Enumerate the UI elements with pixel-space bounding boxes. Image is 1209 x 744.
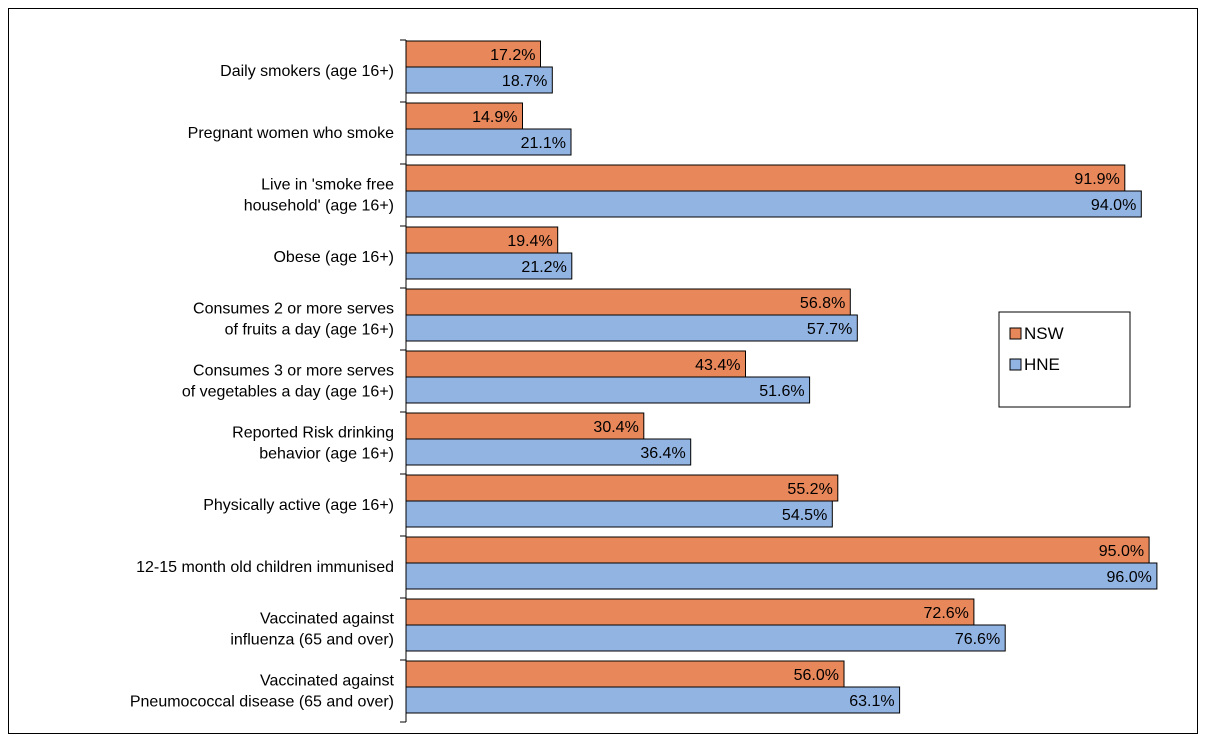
data-label-nsw-5: 43.4% bbox=[695, 357, 740, 374]
bar-hne-1 bbox=[405, 128, 572, 156]
data-label-nsw-10: 56.0% bbox=[794, 667, 839, 684]
category-label-5-line-0: Consumes 3 or more serves bbox=[193, 363, 394, 380]
data-label-nsw-2: 91.9% bbox=[1074, 171, 1119, 188]
category-label-2-line-1: household' (age 16+) bbox=[244, 198, 394, 215]
bar-hne-2 bbox=[405, 190, 1142, 218]
category-label-2-line-0: Live in 'smoke free bbox=[261, 177, 394, 194]
bar-nsw-0 bbox=[405, 40, 541, 68]
data-label-hne-4: 57.7% bbox=[807, 321, 852, 338]
bar-hne-4 bbox=[405, 314, 858, 342]
data-label-nsw-8: 95.0% bbox=[1099, 543, 1144, 560]
bar-hne-6 bbox=[405, 438, 692, 466]
category-label-4-line-1: of fruits a day (age 16+) bbox=[225, 322, 394, 339]
category-label-9-line-1: influenza (65 and over) bbox=[230, 632, 394, 649]
data-label-nsw-1: 14.9% bbox=[472, 109, 517, 126]
category-label-7: Physically active (age 16+) bbox=[203, 497, 394, 514]
data-label-hne-1: 21.1% bbox=[521, 135, 566, 152]
data-label-nsw-6: 30.4% bbox=[593, 419, 638, 436]
data-label-nsw-3: 19.4% bbox=[507, 233, 552, 250]
legend-swatch-hne bbox=[1009, 358, 1022, 371]
bar-hne-7 bbox=[405, 500, 833, 528]
category-label-0: Daily smokers (age 16+) bbox=[220, 63, 394, 80]
category-label-3: Obese (age 16+) bbox=[273, 249, 394, 266]
bar-hne-3 bbox=[405, 252, 573, 280]
bar-hne-8 bbox=[405, 562, 1158, 590]
data-label-hne-2: 94.0% bbox=[1091, 197, 1136, 214]
legend-label-nsw: NSW bbox=[1024, 324, 1064, 343]
data-label-hne-6: 36.4% bbox=[640, 445, 685, 462]
category-label-8: 12-15 month old children immunised bbox=[136, 559, 394, 576]
category-label-9-line-0: Vaccinated against bbox=[260, 611, 395, 628]
legend-label-hne: HNE bbox=[1024, 355, 1060, 374]
data-label-hne-8: 96.0% bbox=[1107, 569, 1152, 586]
data-label-hne-9: 76.6% bbox=[955, 631, 1000, 648]
data-label-nsw-4: 56.8% bbox=[800, 295, 845, 312]
category-label-6-line-1: behavior (age 16+) bbox=[259, 446, 394, 463]
bar-nsw-9 bbox=[405, 598, 975, 626]
bar-hne-5 bbox=[405, 376, 811, 404]
category-label-1: Pregnant women who smoke bbox=[188, 125, 394, 142]
bar-nsw-7 bbox=[405, 474, 839, 502]
data-label-hne-3: 21.2% bbox=[521, 259, 566, 276]
data-label-hne-0: 18.7% bbox=[502, 73, 547, 90]
bar-nsw-1 bbox=[405, 102, 523, 130]
category-label-5-line-1: of vegetables a day (age 16+) bbox=[182, 384, 394, 401]
data-label-nsw-0: 17.2% bbox=[490, 47, 535, 64]
legend-swatch-nsw bbox=[1009, 327, 1022, 340]
category-label-6-line-0: Reported Risk drinking bbox=[232, 425, 394, 442]
bar-hne-9 bbox=[405, 624, 1006, 652]
category-label-10-line-0: Vaccinated against bbox=[260, 673, 395, 690]
bar-hne-0 bbox=[405, 66, 553, 94]
bar-nsw-4 bbox=[405, 288, 851, 316]
bar-nsw-10 bbox=[405, 660, 845, 688]
bar-nsw-8 bbox=[405, 536, 1150, 564]
bar-nsw-2 bbox=[405, 164, 1126, 192]
data-label-nsw-7: 55.2% bbox=[787, 481, 832, 498]
data-label-hne-7: 54.5% bbox=[782, 507, 827, 524]
data-label-nsw-9: 72.6% bbox=[924, 605, 969, 622]
category-label-4-line-0: Consumes 2 or more serves bbox=[193, 301, 394, 318]
data-label-hne-5: 51.6% bbox=[759, 383, 804, 400]
data-label-hne-10: 63.1% bbox=[849, 693, 894, 710]
bar-hne-10 bbox=[405, 686, 901, 714]
category-label-10-line-1: Pneumococcal disease (65 and over) bbox=[130, 694, 394, 711]
